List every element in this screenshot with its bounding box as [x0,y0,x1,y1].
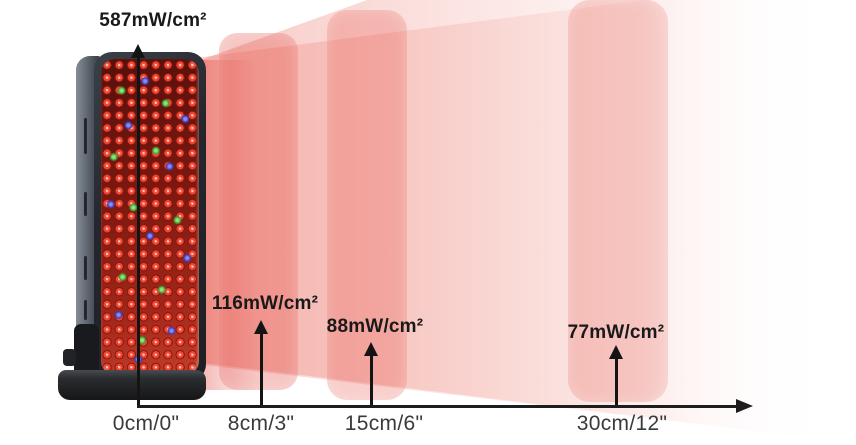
measurement-arrow-8cm [253,320,269,406]
led-accent-lights [101,59,199,375]
arrow-up-icon [609,345,623,359]
axis-arrow-right-icon [736,399,753,413]
led-array [101,59,199,375]
distance-label-30cm: 30cm/12" [576,412,668,435]
distance-label-15cm: 15cm/6" [344,412,424,435]
arrow-up-icon [254,320,268,334]
vent-slot-icon [84,300,87,320]
arrow-up-icon [131,44,145,58]
vent-slot-icon [84,118,87,154]
measurement-arrow-30cm [608,345,624,406]
irradiance-label-0cm: 587mW/cm² [99,10,207,31]
device-stand-knob [63,349,76,366]
irradiance-label-15cm: 88mW/cm² [326,316,424,337]
beam-panel-silhouette-15cm [327,10,407,400]
arrow-up-icon [364,342,378,356]
measurement-arrow-0cm [130,44,146,406]
vent-slot-icon [84,256,87,280]
distance-label-0cm: 0cm/0" [112,412,180,435]
irradiance-label-8cm: 116mW/cm² [211,293,319,314]
beam-fade-out [640,0,856,445]
measurement-arrow-15cm [363,342,379,406]
vent-slot-icon [84,192,87,216]
distance-axis [137,405,738,408]
device-stand-base [58,370,206,400]
distance-label-8cm: 8cm/3" [227,412,295,435]
irradiance-label-30cm: 77mW/cm² [567,322,665,343]
